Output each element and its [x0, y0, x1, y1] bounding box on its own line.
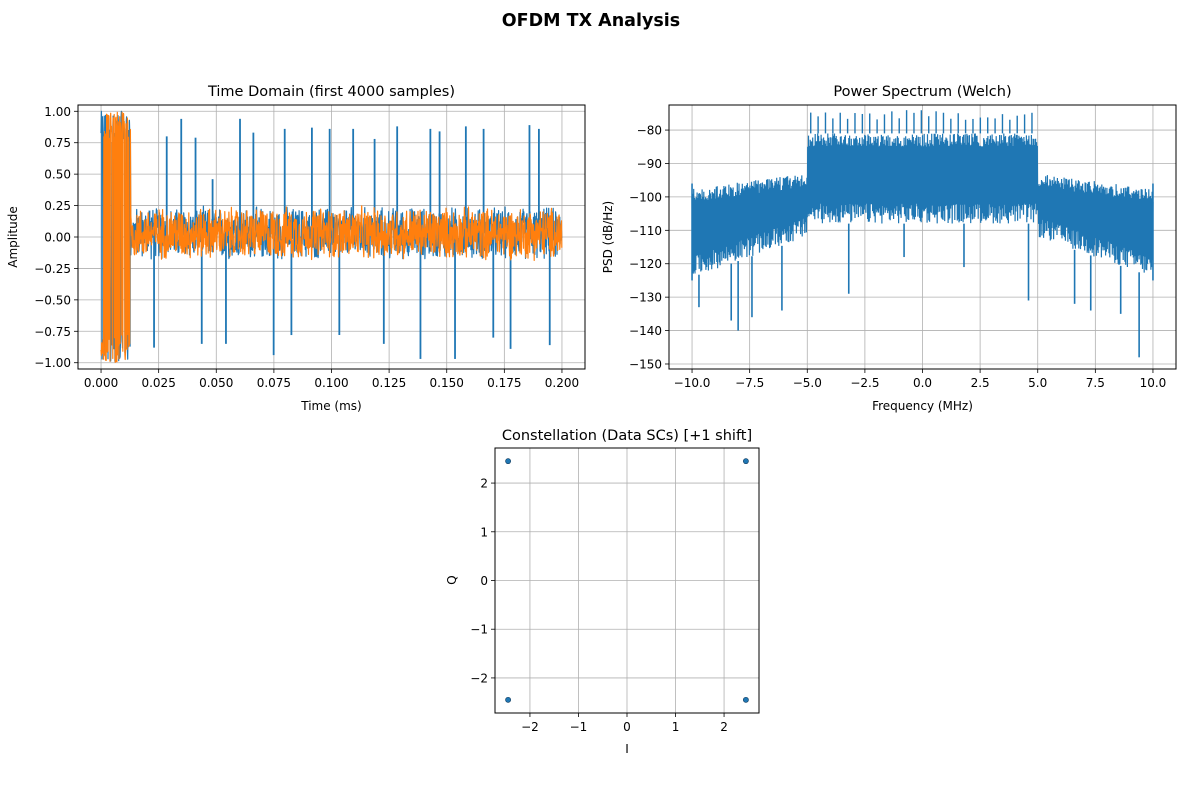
- time-domain-ytick-label: 0.00: [44, 231, 71, 245]
- psd-ytick-label: −100: [629, 190, 662, 204]
- psd-ytick-label: −90: [637, 157, 662, 171]
- constellation-point: [505, 458, 512, 465]
- constellation-point: [742, 696, 749, 703]
- psd-xtick-label: −5.0: [793, 376, 822, 390]
- constellation-ytick-label: −1: [470, 623, 488, 637]
- time-domain-ticks: 0.000 0.025 0.050 0.075 0.100 0.125 0.150 0.175…: [34, 105, 579, 390]
- time-domain-xtick-label: 0.200: [545, 376, 579, 390]
- psd-ylabel: PSD (dB/Hz): [601, 201, 615, 274]
- psd-ticks: −10.0 −7.5 −5.0 −2.5 0.0 2.5 5.0 7.5 10.0 −150 −14…: [629, 124, 1166, 390]
- constellation-xlabel: I: [625, 742, 629, 756]
- time-domain-ytick-label: −0.75: [34, 325, 71, 339]
- psd-series-line: [691, 133, 1154, 274]
- constellation-title: Constellation (Data SCs) [+1 shift]: [502, 428, 752, 444]
- time-domain-ylabel: Amplitude: [6, 206, 20, 268]
- constellation-ylabel: Q: [445, 575, 459, 584]
- psd-title: Power Spectrum (Welch): [833, 84, 1011, 100]
- psd-ytick-label: −150: [629, 357, 662, 371]
- constellation-ytick-label: 0: [480, 574, 488, 588]
- psd-ytick-label: −120: [629, 257, 662, 271]
- constellation-xtick-label: −1: [570, 720, 588, 734]
- time-domain-series-2-line: [100, 111, 563, 363]
- constellation-xtick-label: 0: [623, 720, 631, 734]
- constellation-plot-area: [505, 458, 749, 703]
- time-domain-xlabel: Time (ms): [300, 399, 362, 413]
- constellation-point: [505, 696, 512, 703]
- constellation-xtick-label: 1: [672, 720, 680, 734]
- constellation-point: [742, 458, 749, 465]
- constellation-xtick-label: 2: [720, 720, 728, 734]
- time-domain-ytick-label: 1.00: [44, 105, 71, 119]
- time-domain-ytick-label: −0.50: [34, 293, 71, 307]
- psd-panel: Power Spectrum (Welch) −10.0 −7.5 −5.0 −2.5…: [601, 84, 1177, 413]
- time-domain-ytick-label: 0.50: [44, 168, 71, 182]
- psd-xtick-label: 7.5: [1086, 376, 1105, 390]
- time-domain-ytick-label: 0.75: [44, 136, 71, 150]
- constellation-ytick-label: −2: [470, 671, 488, 685]
- time-domain-xtick-label: 0.150: [430, 376, 464, 390]
- time-domain-title: Time Domain (first 4000 samples): [207, 84, 455, 100]
- time-domain-xtick-label: 0.100: [314, 376, 348, 390]
- psd-xlabel: Frequency (MHz): [872, 399, 973, 413]
- time-domain-ytick-label: −1.00: [34, 356, 71, 370]
- psd-xtick-label: −2.5: [850, 376, 879, 390]
- psd-xtick-label: 5.0: [1028, 376, 1047, 390]
- constellation-xtick-label: −2: [521, 720, 539, 734]
- psd-xtick-label: −10.0: [674, 376, 711, 390]
- time-domain-xtick-label: 0.175: [487, 376, 521, 390]
- constellation-ticks: −2 −1 0 1 2 −2 −1 0 1 2: [470, 477, 728, 734]
- psd-plot-area: [691, 110, 1154, 358]
- constellation-ytick-label: 1: [480, 525, 488, 539]
- time-domain-ytick-label: −0.25: [34, 262, 71, 276]
- psd-ytick-label: −140: [629, 324, 662, 338]
- psd-ytick-label: −130: [629, 291, 662, 305]
- psd-xtick-label: 2.5: [971, 376, 990, 390]
- psd-xtick-label: −7.5: [735, 376, 764, 390]
- time-domain-panel: Time Domain (first 4000 samples) 0.000 0.…: [6, 84, 586, 413]
- time-domain-xtick-label: 0.025: [141, 376, 175, 390]
- time-domain-plot-area: [100, 110, 563, 363]
- time-domain-xtick-label: 0.050: [199, 376, 233, 390]
- time-domain-xtick-label: 0.075: [257, 376, 291, 390]
- figure-suptitle: OFDM TX Analysis: [502, 11, 680, 31]
- psd-xtick-label: 10.0: [1140, 376, 1167, 390]
- psd-ytick-label: −110: [629, 224, 662, 238]
- time-domain-xtick-label: 0.125: [372, 376, 406, 390]
- psd-xtick-label: 0.0: [913, 376, 932, 390]
- constellation-ytick-label: 2: [480, 477, 488, 491]
- time-domain-ytick-label: 0.25: [44, 199, 71, 213]
- time-domain-xtick-label: 0.000: [84, 376, 118, 390]
- constellation-grid: [495, 448, 759, 713]
- constellation-panel: Constellation (Data SCs) [+1 shift] −2 −1…: [445, 428, 760, 756]
- psd-ytick-label: −80: [637, 124, 662, 138]
